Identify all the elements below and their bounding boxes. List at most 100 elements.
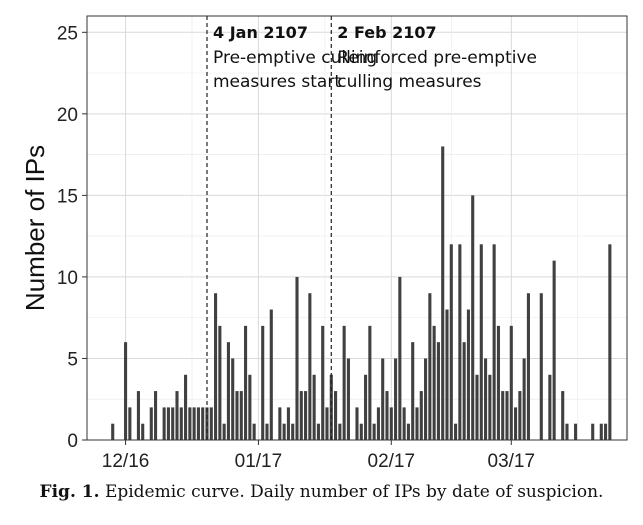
bar [458,244,462,440]
bar [312,374,316,440]
bar [166,407,170,440]
bar [406,423,410,440]
annotation-lines [206,16,332,440]
annotation-text: Pre-emptive culling [213,48,377,68]
bar [261,325,265,440]
bar [479,244,483,440]
x-tick-label: 02/17 [368,451,416,472]
bar [496,325,500,440]
bar [316,423,320,440]
bar [501,391,505,440]
bar [509,325,513,440]
bar [561,391,565,440]
x-tick-label: 12/16 [102,451,150,472]
bar [308,293,312,440]
bar [411,342,415,440]
bar [278,407,282,440]
bar [436,342,440,440]
bar [488,374,492,440]
figure-caption: Fig. 1. Epidemic curve. Daily number of … [0,482,643,502]
bar [359,423,363,440]
y-axis-label: Number of IPs [20,145,50,311]
bar [462,342,466,440]
bar [505,391,509,440]
y-tick-label: 5 [67,349,78,370]
bar [188,407,192,440]
bar [304,391,308,440]
bar [449,244,453,440]
bar [471,195,475,440]
bar [381,358,385,440]
y-tick-label: 0 [67,431,78,452]
bar [162,407,166,440]
bar [514,407,518,440]
annotation-text: culling measures [337,72,481,92]
bar [141,423,145,440]
bar [415,407,419,440]
annotation-title: 4 Jan 2107 [213,23,308,42]
bar [432,325,436,440]
bar [355,407,359,440]
bar [321,325,325,440]
bar [539,293,543,440]
bar [218,325,222,440]
bar [526,293,530,440]
bar [269,309,273,440]
bar [124,342,128,440]
caption-prefix: Fig. 1. [39,482,100,502]
bar [372,423,376,440]
bar [149,407,153,440]
bar [548,374,552,440]
bar [492,244,496,440]
bar [244,325,248,440]
grid-lines [87,16,627,441]
plot-area [87,16,627,440]
annotation-text: Reinforced pre-emptive [337,48,537,68]
bar [441,146,445,440]
bar [248,374,252,440]
bar [346,358,350,440]
bar [475,374,479,440]
bar [299,391,303,440]
bar [325,407,329,440]
bar [398,276,402,440]
bar [231,358,235,440]
y-axis: 0 5 10 15 20 25 [57,23,87,452]
bar [291,423,295,440]
bar [334,391,338,440]
bar [394,358,398,440]
caption-text: Epidemic curve. Daily number of IPs by d… [104,482,604,502]
bar [518,391,522,440]
bar [376,407,380,440]
bar [424,358,428,440]
bar [329,374,333,440]
bar [389,407,393,440]
bar [265,423,269,440]
bar [599,423,603,440]
bar [192,407,196,440]
bar [201,407,205,440]
y-tick-label: 20 [57,105,78,126]
x-tick-label: 03/17 [488,451,536,472]
bar [402,407,406,440]
bar [226,342,230,440]
bar [239,391,243,440]
bar [419,391,423,440]
bar [445,309,449,440]
annotation-text: measures start [213,72,341,92]
bar [184,374,188,440]
bar [385,391,389,440]
bar [608,244,612,440]
plot-border [86,15,628,441]
bar [252,423,256,440]
bars [111,146,612,440]
bar [574,423,578,440]
bar [428,293,432,440]
epidemic-curve-chart: 0 5 10 15 20 25 12/16 01/17 02/17 03/17 4 Jan 21… [20,15,628,472]
x-tick-label: 01/17 [235,451,283,472]
bar [136,391,140,440]
bar [154,391,158,440]
y-tick-label: 25 [57,23,78,44]
bar [171,407,175,440]
x-axis: 12/16 01/17 02/17 03/17 [102,440,535,472]
